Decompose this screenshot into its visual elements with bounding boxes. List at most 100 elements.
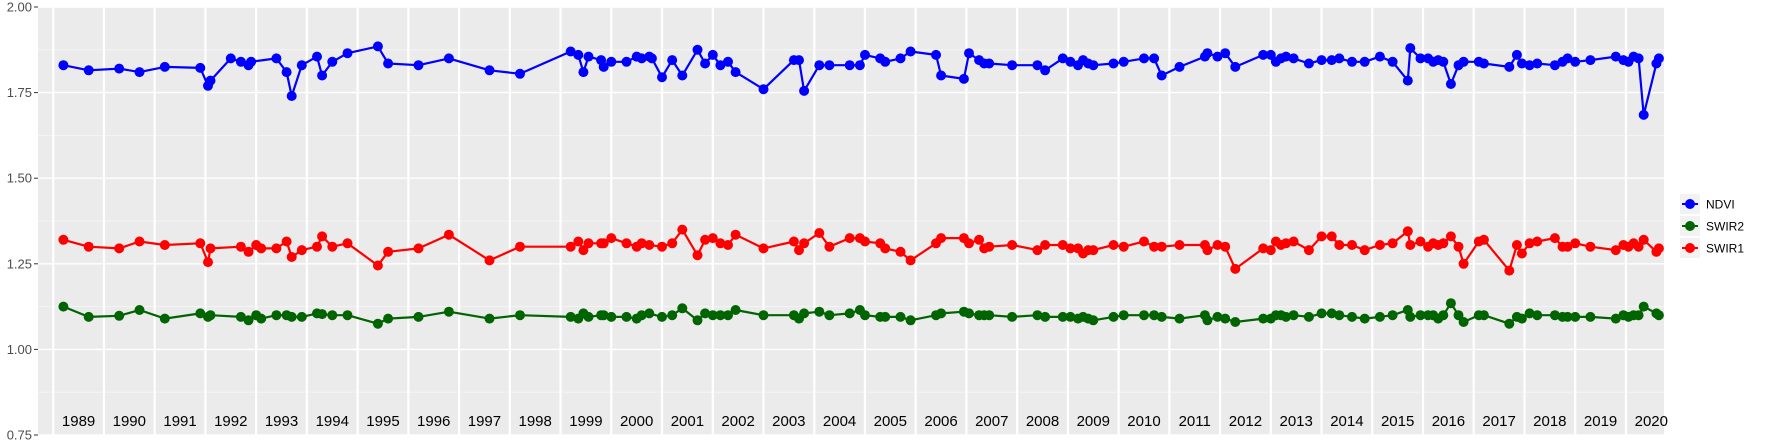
data-point <box>296 60 307 71</box>
data-point <box>1220 313 1231 324</box>
data-point <box>583 51 594 62</box>
data-point <box>667 55 678 66</box>
data-point <box>114 63 125 74</box>
data-point <box>799 308 810 319</box>
data-point <box>342 48 353 59</box>
data-point <box>1139 310 1149 321</box>
data-point <box>1316 55 1327 66</box>
data-point <box>758 243 769 254</box>
data-point <box>936 308 947 319</box>
series-layer <box>58 41 1664 329</box>
data-point <box>1139 236 1149 247</box>
data-point <box>1504 265 1515 276</box>
data-point <box>1347 56 1357 67</box>
data-point <box>1202 315 1213 326</box>
data-point <box>134 305 145 315</box>
data-point <box>1326 308 1337 319</box>
data-point <box>794 245 804 256</box>
data-point <box>1230 61 1241 72</box>
data-point <box>958 73 969 84</box>
data-point <box>1156 241 1167 252</box>
data-point <box>1402 75 1413 86</box>
data-point <box>583 311 594 322</box>
data-point <box>677 224 688 235</box>
data-point <box>964 238 974 249</box>
year-label: 2010 <box>1127 413 1160 430</box>
legend-marker <box>1685 221 1695 231</box>
data-point <box>1265 49 1276 60</box>
data-point <box>1570 56 1581 67</box>
data-point <box>1040 240 1051 250</box>
data-point <box>1265 245 1276 256</box>
year-label: 2013 <box>1279 413 1312 430</box>
data-point <box>1405 240 1416 250</box>
data-point <box>758 310 769 321</box>
data-point <box>1149 241 1160 252</box>
data-point <box>578 245 589 256</box>
data-point <box>312 51 322 62</box>
data-point <box>1524 308 1535 319</box>
data-point <box>1562 241 1573 252</box>
data-point <box>205 243 216 254</box>
legend-marker <box>1685 199 1695 209</box>
data-point <box>1334 240 1345 250</box>
data-point <box>1258 243 1269 254</box>
data-point <box>700 234 711 245</box>
data-point <box>1118 310 1129 321</box>
data-point <box>1258 49 1269 60</box>
data-point <box>1359 313 1370 324</box>
data-point <box>1458 317 1469 327</box>
data-point <box>1032 60 1043 71</box>
data-point <box>1149 310 1160 321</box>
data-point <box>799 238 810 249</box>
data-point <box>1374 51 1385 62</box>
data-point <box>1570 311 1581 322</box>
data-point <box>1202 48 1213 59</box>
data-point <box>880 311 891 322</box>
data-point <box>799 85 810 96</box>
data-point <box>707 310 718 321</box>
year-label: 2012 <box>1229 413 1262 430</box>
data-point <box>692 250 703 261</box>
data-point <box>1281 238 1291 249</box>
year-label: 2017 <box>1482 413 1515 430</box>
year-label: 2016 <box>1432 413 1465 430</box>
legend-item-swir2: SWIR2 <box>1680 216 1744 236</box>
data-point <box>1516 58 1527 69</box>
data-point <box>1281 311 1291 322</box>
data-point <box>1007 311 1018 322</box>
year-label: 2005 <box>874 413 907 430</box>
data-point <box>984 241 995 252</box>
data-point <box>844 60 855 71</box>
data-point <box>1230 317 1241 327</box>
data-point <box>606 233 617 244</box>
data-point <box>1445 79 1456 89</box>
year-label: 1990 <box>113 413 146 430</box>
data-point <box>372 318 383 329</box>
data-point <box>814 306 825 317</box>
data-point <box>692 44 703 55</box>
data-point <box>327 56 338 67</box>
year-label: 2018 <box>1533 413 1566 430</box>
data-point <box>1453 241 1464 252</box>
data-point <box>243 246 254 257</box>
data-point <box>1057 240 1068 250</box>
data-point <box>134 67 145 78</box>
data-point <box>860 236 870 247</box>
data-point <box>677 70 688 81</box>
data-point <box>443 229 454 240</box>
data-point <box>667 310 678 321</box>
major-gridlines <box>38 6 1664 436</box>
data-point <box>235 311 246 322</box>
year-label: 2015 <box>1381 413 1414 430</box>
data-point <box>1374 240 1385 250</box>
data-point <box>1653 53 1664 64</box>
data-point <box>515 241 525 252</box>
data-point <box>286 252 297 262</box>
data-point <box>1549 233 1560 244</box>
data-point <box>1402 226 1413 237</box>
year-label: 2000 <box>620 413 653 430</box>
data-point <box>286 311 297 322</box>
year-label: 1997 <box>468 413 501 430</box>
data-point <box>606 56 617 67</box>
